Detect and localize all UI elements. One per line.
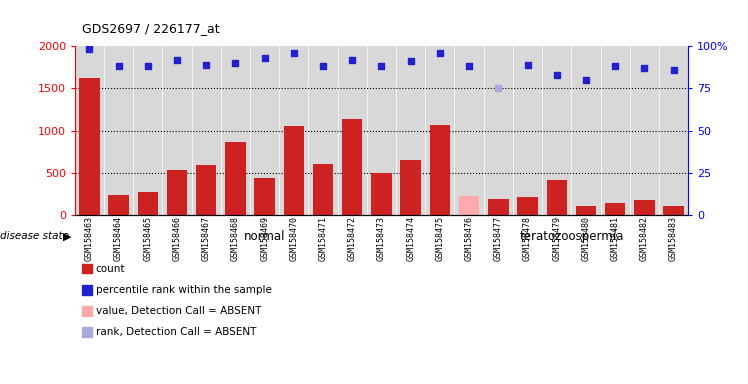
Point <box>230 60 242 66</box>
Point <box>288 50 300 56</box>
Point <box>463 63 475 70</box>
Bar <box>313 164 334 215</box>
Bar <box>342 119 363 215</box>
Bar <box>605 203 625 215</box>
Point <box>638 65 650 71</box>
Bar <box>518 197 538 215</box>
Bar <box>459 197 479 215</box>
Bar <box>167 170 187 215</box>
Bar <box>488 199 509 215</box>
Point <box>434 50 446 56</box>
Point <box>609 63 621 70</box>
Text: percentile rank within the sample: percentile rank within the sample <box>96 285 272 295</box>
Bar <box>663 206 684 215</box>
Point <box>113 63 125 70</box>
Bar <box>547 180 567 215</box>
Bar <box>196 165 216 215</box>
Bar <box>108 195 129 215</box>
Bar <box>254 178 275 215</box>
Point <box>346 56 358 63</box>
Text: ▶: ▶ <box>63 231 71 241</box>
Point <box>317 63 329 70</box>
Point <box>259 55 271 61</box>
Bar <box>138 192 158 215</box>
Point <box>142 63 154 70</box>
Point <box>521 61 533 68</box>
Point <box>580 77 592 83</box>
Point <box>200 61 212 68</box>
Point <box>551 72 562 78</box>
Text: disease state: disease state <box>0 231 69 241</box>
Text: normal: normal <box>244 230 286 243</box>
Point <box>405 58 417 65</box>
Point <box>375 63 387 70</box>
Bar <box>634 200 654 215</box>
Bar <box>79 78 99 215</box>
Text: value, Detection Call = ABSENT: value, Detection Call = ABSENT <box>96 306 261 316</box>
Point <box>492 85 504 91</box>
Text: GDS2697 / 226177_at: GDS2697 / 226177_at <box>82 22 220 35</box>
Bar <box>400 160 421 215</box>
Text: rank, Detection Call = ABSENT: rank, Detection Call = ABSENT <box>96 327 256 337</box>
Bar <box>576 206 596 215</box>
Bar <box>283 126 304 215</box>
Point <box>667 67 679 73</box>
Point <box>84 46 96 53</box>
Bar <box>225 142 245 215</box>
Point <box>171 56 183 63</box>
Text: teratozoospermia: teratozoospermia <box>519 230 624 243</box>
Bar <box>429 126 450 215</box>
Bar <box>371 173 392 215</box>
Text: count: count <box>96 264 125 274</box>
